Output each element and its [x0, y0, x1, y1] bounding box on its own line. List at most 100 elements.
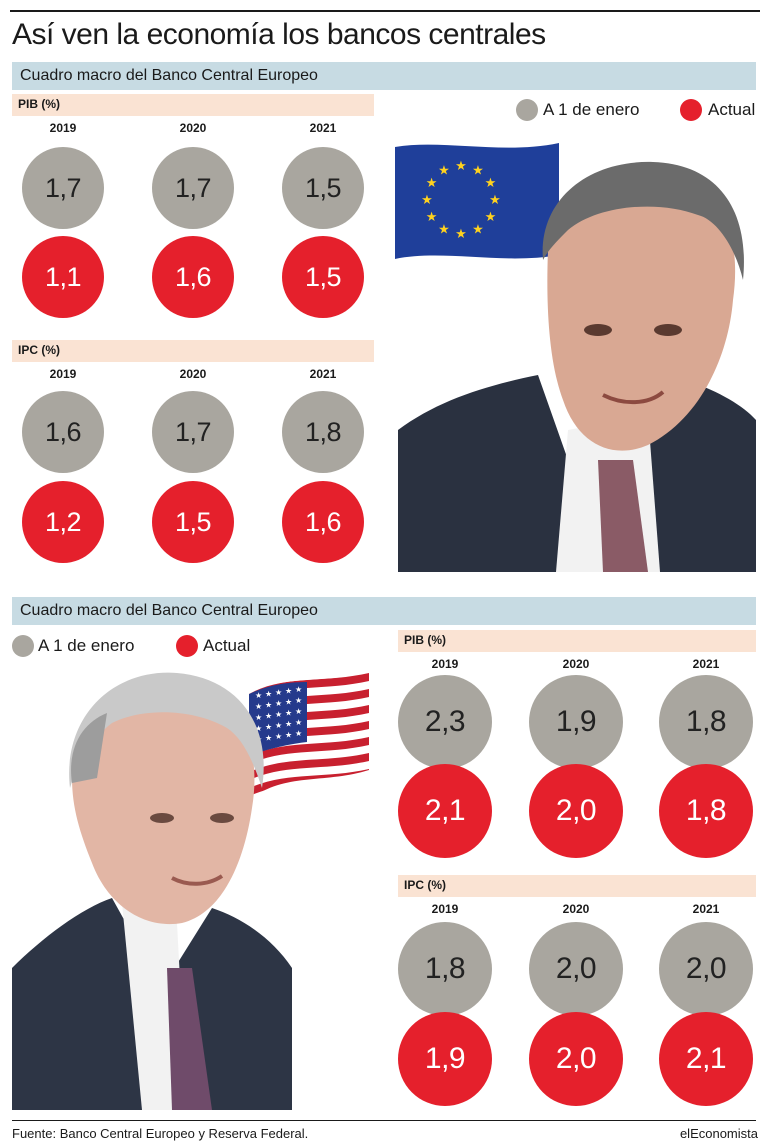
- value-bubble-initial: 1,8: [659, 675, 753, 769]
- us-star-icon: ★: [275, 710, 282, 719]
- year-label: 2019: [431, 657, 459, 671]
- footer-rule: [12, 1120, 756, 1121]
- us-star-icon: ★: [265, 690, 272, 699]
- value-bubble-initial: 1,7: [152, 391, 234, 473]
- legend-initial-dot: [516, 99, 538, 121]
- us-star-icon: ★: [265, 712, 272, 721]
- us-star-icon: ★: [255, 702, 262, 711]
- us-star-icon: ★: [275, 688, 282, 697]
- year-label: 2020: [562, 657, 590, 671]
- fed-chair-photo: [12, 672, 292, 1110]
- eu-star-icon: ★: [438, 164, 450, 179]
- year-label: 2019: [49, 367, 77, 381]
- year-label: 2020: [179, 367, 207, 381]
- us-star-icon: ★: [275, 721, 282, 730]
- us-flag-stripe: [249, 672, 369, 702]
- us-star-icon: ★: [255, 713, 262, 722]
- us-flag-stripe: [249, 752, 369, 782]
- value-bubble-actual: 2,1: [398, 764, 492, 858]
- value-bubble-initial: 1,8: [282, 391, 364, 473]
- us-star-icon: ★: [255, 691, 262, 700]
- panel-header: PIB (%): [12, 94, 374, 116]
- section-fed-title: Cuadro macro del Banco Central Europeo: [20, 602, 318, 619]
- year-label: 2021: [692, 902, 720, 916]
- value-bubble-initial: 2,0: [659, 922, 753, 1016]
- value-bubble-initial: 1,9: [529, 675, 623, 769]
- legend2-initial-dot: [12, 635, 34, 657]
- value-bubble-actual: 1,6: [152, 236, 234, 318]
- us-star-icon: ★: [265, 734, 272, 743]
- panel-label: PIB (%): [404, 633, 446, 647]
- value-bubble-actual: 1,5: [282, 236, 364, 318]
- top-rule: [10, 10, 760, 12]
- value-bubble-initial: 2,3: [398, 675, 492, 769]
- eu-star-icon: ★: [485, 210, 497, 225]
- us-star-icon: ★: [285, 731, 292, 740]
- footer-source: Fuente: Banco Central Europeo y Reserva …: [12, 1126, 309, 1141]
- year-label: 2020: [179, 121, 207, 135]
- legend-actual-label: Actual: [708, 100, 756, 119]
- panel-label: PIB (%): [18, 97, 60, 111]
- eu-star-icon: ★: [426, 210, 438, 225]
- us-star-icon: ★: [295, 718, 302, 727]
- us-star-icon: ★: [265, 723, 272, 732]
- year-label: 2019: [49, 121, 77, 135]
- value-bubble-actual: 1,9: [398, 1012, 492, 1106]
- section-ecb-header: Cuadro macro del Banco Central Europeo: [12, 62, 756, 90]
- eu-star-icon: ★: [426, 176, 438, 191]
- value-bubble-initial: 2,0: [529, 922, 623, 1016]
- eu-star-icon: ★: [455, 227, 467, 242]
- eu-star-icon: ★: [489, 193, 501, 208]
- legend-actual-dot: [680, 99, 702, 121]
- eu-star-icon: ★: [485, 176, 497, 191]
- us-star-icon: ★: [295, 729, 302, 738]
- value-bubble-initial: 1,6: [22, 391, 104, 473]
- legend2-actual-label: Actual: [203, 636, 251, 655]
- legend2-actual-dot: [176, 635, 198, 657]
- us-star-icon: ★: [285, 687, 292, 696]
- panel-header: IPC (%): [398, 875, 756, 897]
- panel-label: IPC (%): [18, 343, 60, 357]
- page-title: Así ven la economía los bancos centrales: [12, 18, 546, 51]
- year-label: 2019: [431, 902, 459, 916]
- value-bubble-actual: 1,2: [22, 481, 104, 563]
- us-star-icon: ★: [295, 696, 302, 705]
- value-bubble-initial: 1,7: [152, 147, 234, 229]
- value-bubble-actual: 2,1: [659, 1012, 753, 1106]
- year-label: 2021: [309, 367, 337, 381]
- us-flag-stripe: [249, 688, 369, 718]
- value-bubble-actual: 1,5: [152, 481, 234, 563]
- footer-brand: elEconomista: [679, 1126, 758, 1141]
- eu-star-icon: ★: [455, 159, 467, 174]
- value-bubble-actual: 1,1: [22, 236, 104, 318]
- us-flag-stripe: [249, 736, 369, 766]
- us-flag-stripe: [249, 704, 369, 734]
- us-star-icon: ★: [285, 698, 292, 707]
- eu-star-icon: ★: [472, 222, 484, 237]
- panel-label: IPC (%): [404, 878, 446, 892]
- us-star-icon: ★: [275, 699, 282, 708]
- panel-header: PIB (%): [398, 630, 756, 652]
- value-bubble-initial: 1,5: [282, 147, 364, 229]
- eu-star-icon: ★: [472, 164, 484, 179]
- year-label: 2020: [562, 902, 590, 916]
- value-bubble-initial: 1,8: [398, 922, 492, 1016]
- year-label: 2021: [692, 657, 720, 671]
- legend2-initial-label: A 1 de enero: [38, 636, 135, 655]
- panel-header: IPC (%): [12, 340, 374, 362]
- us-star-icon: ★: [255, 724, 262, 733]
- us-star-icon: ★: [285, 709, 292, 718]
- ecb-president-photo: [398, 161, 756, 572]
- us-flag-stripe: [249, 720, 369, 750]
- us-star-icon: ★: [265, 701, 272, 710]
- eu-star-icon: ★: [438, 222, 450, 237]
- eu-star-icon: ★: [421, 193, 433, 208]
- value-bubble-initial: 1,7: [22, 147, 104, 229]
- us-star-icon: ★: [295, 707, 302, 716]
- us-flag-icon: ★★★★★★★★★★★★★★★★★★★★★★★★★: [249, 672, 369, 800]
- us-star-icon: ★: [275, 732, 282, 741]
- us-star-icon: ★: [285, 720, 292, 729]
- us-star-icon: ★: [295, 685, 302, 694]
- year-label: 2021: [309, 121, 337, 135]
- section-ecb-title: Cuadro macro del Banco Central Europeo: [20, 67, 318, 84]
